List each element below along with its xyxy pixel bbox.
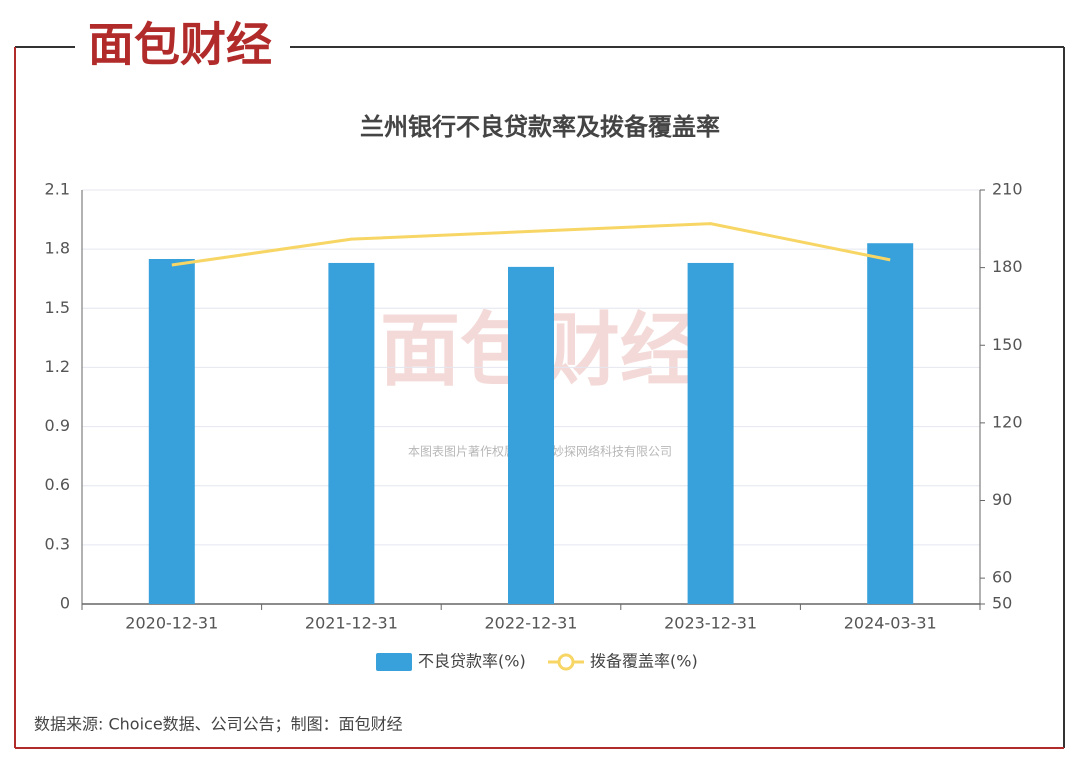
y-tick-label: 2.1	[45, 180, 70, 199]
y2-tick-label: 150	[992, 335, 1023, 354]
bar	[508, 266, 554, 604]
source-note: 数据来源: Choice数据、公司公告；制图：面包财经	[34, 715, 403, 734]
bar	[328, 262, 375, 604]
y2-tick-label: 210	[992, 180, 1023, 199]
legend-label: 拨备覆盖率(%)	[590, 652, 698, 671]
x-tick-label: 2023-12-31	[664, 614, 757, 633]
chart-title: 兰州银行不良贷款率及拨备覆盖率	[360, 113, 720, 141]
y2-tick-label: 120	[992, 412, 1023, 431]
y-tick-label: 1.8	[45, 239, 70, 258]
y-tick-label: 1.2	[45, 357, 70, 376]
y-tick-label: 0.6	[45, 475, 70, 494]
x-tick-label: 2022-12-31	[485, 614, 578, 633]
legend-swatch	[376, 653, 412, 671]
bar	[148, 259, 195, 604]
y-tick-label: 0.3	[45, 534, 70, 553]
line-series	[171, 222, 891, 267]
x-tick-label: 2020-12-31	[125, 614, 218, 633]
y2-tick-label: 180	[992, 257, 1023, 276]
y2-tick-label: 50	[992, 594, 1012, 613]
y2-tick-label: 90	[992, 490, 1012, 509]
legend-label: 不良贷款率(%)	[418, 652, 526, 671]
bar	[687, 262, 734, 604]
x-tick-label: 2021-12-31	[305, 614, 398, 633]
logo: 面包财经	[88, 18, 272, 72]
y2-tick-label: 60	[992, 568, 1012, 587]
y-tick-label: 0	[60, 594, 70, 613]
y-tick-label: 1.5	[45, 298, 70, 317]
bar	[867, 243, 914, 604]
legend-swatch-marker	[557, 653, 575, 671]
x-tick-label: 2024-03-31	[844, 614, 937, 633]
y-tick-label: 0.9	[45, 416, 70, 435]
